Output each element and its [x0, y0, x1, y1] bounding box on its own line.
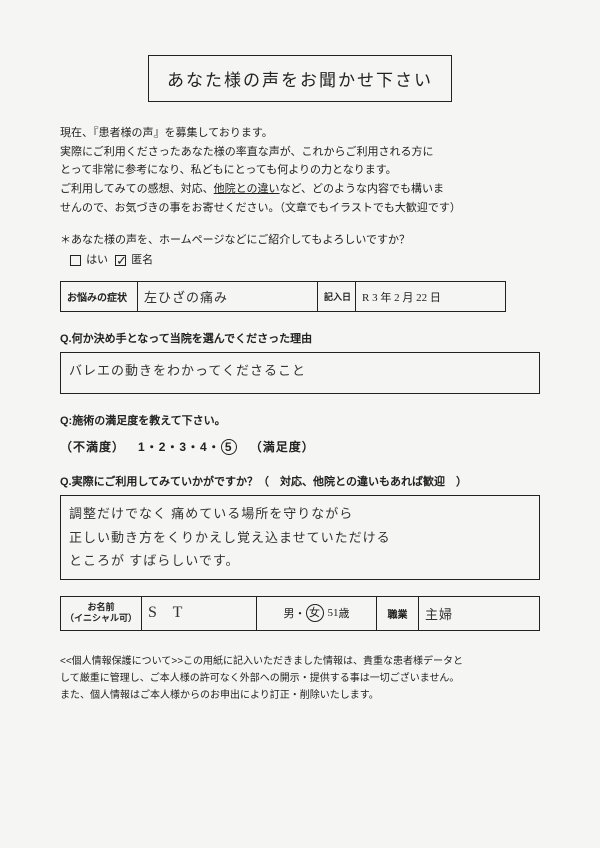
- gender-age[interactable]: 男・女 51 歳: [257, 596, 377, 631]
- q1-label: Q.何か決め手となって当院を選んでくださった理由: [60, 330, 540, 346]
- intro-line-3c: せんので、お気づきの事をお寄せください。（文章でもイラストでも大歓迎です）: [60, 199, 540, 218]
- date-label: 記入日: [318, 281, 356, 312]
- intro-line-3: ご利用してみての感想、対応、他院との違いなど、どのような内容でも構いま: [60, 180, 540, 199]
- job-value[interactable]: 主婦: [419, 596, 540, 631]
- rating-circled[interactable]: 5: [221, 439, 237, 455]
- date-value[interactable]: R 3 年 2 月 22 日: [356, 281, 506, 312]
- q2-label: Q:施術の満足度を教えて下さい。: [60, 412, 540, 428]
- gender-circled: 女: [306, 604, 324, 622]
- symptom-label: お悩みの症状: [60, 281, 138, 312]
- permission-checkboxes: はい 匿名: [70, 251, 540, 267]
- checkbox-anon-label: 匿名: [131, 254, 153, 266]
- job-label: 職業: [377, 596, 419, 631]
- checkbox-yes-label: はい: [86, 254, 108, 266]
- intro-line-1: 現在、『患者様の声』を募集しております。: [60, 124, 540, 143]
- title-box: あなた様の声をお聞かせ下さい: [148, 55, 452, 102]
- checkbox-yes[interactable]: [70, 255, 81, 266]
- name-label: お名前 （イニシャル可）: [60, 596, 142, 631]
- intro-line-2b: とって非常に参考になり、私どもにとっても何よりの力となります。: [60, 161, 540, 180]
- privacy-notice: <<個人情報保護について>>この用紙に記入いただきました情報は、貴重な患者様デー…: [60, 653, 540, 704]
- q3-label: Q.実際にご利用してみていかがですか？（ 対応、他院との違いもあれば歓迎 ）: [60, 473, 540, 489]
- permission-section: ＊あなた様の声を、ホームページなどにご紹介してもよろしいですか？ はい 匿名: [60, 231, 540, 267]
- permission-label: ＊あなた様の声を、ホームページなどにご紹介してもよろしいですか？: [60, 231, 540, 247]
- intro-line-2a: 実際にご利用くださったあなた様の率直な声が、これからご利用される方に: [60, 143, 540, 162]
- intro-text: 現在、『患者様の声』を募集しております。 実際にご利用くださったあなた様の率直な…: [60, 124, 540, 217]
- rating-scale: （不満度） 1・2・3・4・5 （満足度）: [60, 438, 540, 455]
- symptom-row: お悩みの症状 左ひざの痛み 記入日 R 3 年 2 月 22 日: [60, 281, 540, 312]
- name-value[interactable]: S T: [142, 596, 257, 631]
- symptom-value[interactable]: 左ひざの痛み: [138, 281, 318, 312]
- page-title: あなた様の声をお聞かせ下さい: [167, 71, 433, 90]
- name-row: お名前 （イニシャル可） S T 男・女 51 歳 職業 主婦: [60, 596, 540, 631]
- underlined-phrase: 他院との違い: [214, 183, 280, 195]
- q3-answer[interactable]: 調整だけでなく 痛めている場所を守りながら 正しい動き方をくりかえし覚え込ませて…: [60, 495, 540, 579]
- q1-answer[interactable]: バレエの動きをわかってくださること: [60, 352, 540, 394]
- checkbox-anon[interactable]: [115, 255, 126, 266]
